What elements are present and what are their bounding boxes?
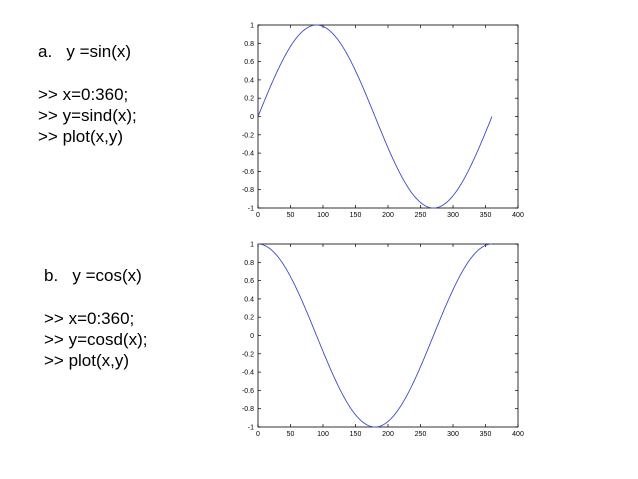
y-tick-label: 0.2 [244,315,254,322]
y-tick-label: 0.4 [244,296,254,303]
x-tick-label: 200 [382,431,394,438]
x-tick-label: 0 [256,212,260,219]
x-tick-label: 400 [512,431,524,438]
series-line [257,243,493,428]
x-tick-label: 350 [480,431,492,438]
section-a-code-line: >> x=0:360; [38,85,129,104]
y-tick-label: 0.2 [244,96,254,103]
plot-area [257,24,519,209]
section-a-text: a. y =sin(x) >> x=0:360; >> y=sind(x); >… [38,41,137,147]
x-tick-label: 50 [287,212,295,219]
x-tick-label: 100 [317,212,329,219]
y-tick-label: -0.2 [242,351,254,358]
x-tick-label: 100 [317,431,329,438]
section-b-code-line: >> x=0:360; [44,309,135,328]
y-tick-label: -0.8 [242,406,254,413]
series-line [257,24,493,209]
section-b-code-line: >> y=cosd(x); [44,330,148,349]
x-tick-label: 300 [447,212,459,219]
y-tick-label: -0.2 [242,132,254,139]
plot-area [257,243,519,428]
y-tick-label: 1 [250,23,254,30]
y-tick-label: 0.6 [244,278,254,285]
y-tick-label: 0.8 [244,41,254,48]
y-tick-label: -0.4 [242,370,254,377]
y-tick-label: -0.4 [242,151,254,158]
y-tick-label: -0.6 [242,169,254,176]
x-tick-label: 300 [447,431,459,438]
x-tick-label: 200 [382,212,394,219]
y-tick-label: 0 [250,333,254,340]
x-tick-label: 0 [256,431,260,438]
y-tick-label: -1 [248,425,254,432]
y-tick-label: -0.8 [242,187,254,194]
cosine-plot: 0 50 100 150 200 250 300 350 400 -1 -0.8 -0.6 -0.4 -0… [242,242,524,439]
x-tick-label: 250 [415,431,427,438]
y-tick-label: -1 [248,206,254,213]
x-tick-label: 400 [512,212,524,219]
section-b-code-line: >> plot(x,y) [44,351,130,370]
section-b-heading: b. y =cos(x) [44,266,142,285]
section-a-code-line: >> plot(x,y) [38,127,124,146]
y-tick-label: 1 [250,242,254,249]
y-tick-label: 0.4 [244,77,254,84]
x-tick-label: 350 [480,212,492,219]
x-tick-label: 50 [287,431,295,438]
y-tick-label: 0.8 [244,260,254,267]
y-tick-label: 0 [250,114,254,121]
x-tick-label: 250 [415,212,427,219]
y-tick-label: -0.6 [242,388,254,395]
x-tick-label: 150 [350,212,362,219]
sine-plot: 0 50 100 150 200 250 300 350 400 -1 -0.8 -0.6 -0.4 -0… [242,23,524,220]
y-tick-label: 0.6 [244,59,254,66]
section-a-code-line: >> y=sind(x); [38,106,137,125]
x-tick-label: 150 [350,431,362,438]
section-a-heading: a. y =sin(x) [38,42,132,61]
section-b-text: b. y =cos(x) >> x=0:360; >> y=cosd(x); >… [44,265,147,371]
